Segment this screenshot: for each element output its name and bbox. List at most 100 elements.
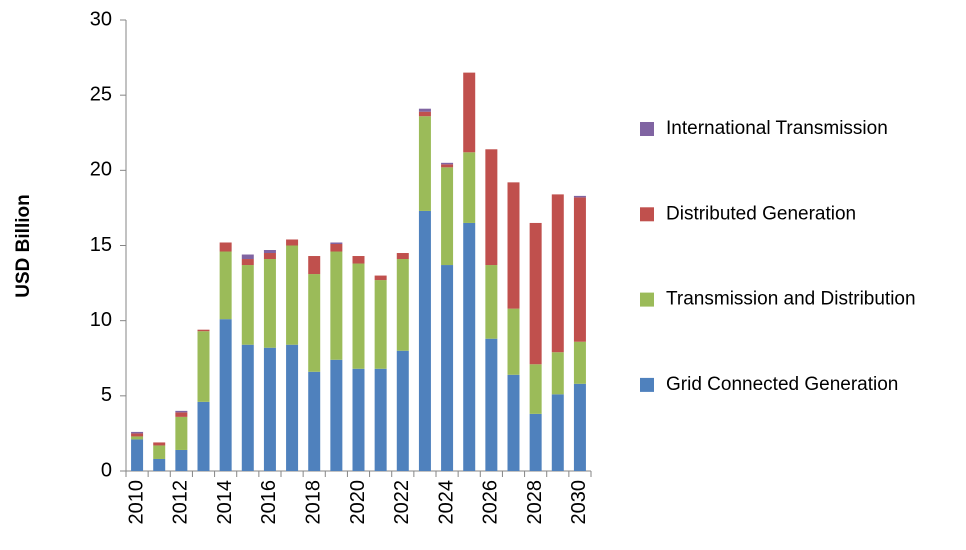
bar-segment — [263, 347, 276, 471]
bar-segment — [263, 259, 276, 348]
bar-segment — [485, 265, 498, 339]
bar-segment — [551, 352, 564, 395]
y-tick-label: 15 — [90, 234, 112, 256]
bar-segment — [418, 111, 431, 117]
bar-segment — [551, 394, 564, 471]
legend-label: International Transmission — [666, 118, 888, 139]
x-tick-label: 2012 — [170, 480, 192, 525]
bar-segment — [175, 412, 188, 417]
bar-segment — [352, 368, 365, 471]
bar-segment — [418, 210, 431, 471]
bar-segment — [241, 254, 254, 260]
bar-segment — [219, 319, 232, 471]
bar-segment — [175, 416, 188, 450]
bar-segment — [573, 341, 586, 384]
bar-segment — [374, 275, 387, 281]
bar-segment — [241, 265, 254, 345]
bar-segment — [507, 308, 520, 375]
bar-segment — [573, 197, 586, 342]
y-tick-label: 25 — [90, 83, 112, 105]
x-tick-label: 2026 — [480, 480, 502, 525]
legend-label: Distributed Generation — [666, 203, 856, 224]
x-tick-label: 2016 — [258, 480, 280, 525]
x-tick-label: 2010 — [125, 480, 147, 525]
bar-segment — [551, 194, 564, 353]
x-tick-label: 2014 — [214, 480, 236, 525]
bar-segment — [263, 253, 276, 260]
bar-segment — [131, 431, 144, 434]
bar-segment — [441, 164, 454, 168]
bar-segment — [485, 149, 498, 266]
bar-segment — [573, 195, 586, 198]
bar-segment — [529, 222, 542, 365]
bar-segment — [308, 274, 321, 372]
bar-segment — [418, 108, 431, 112]
bar-segment — [286, 344, 299, 471]
y-tick-label: 5 — [101, 384, 112, 406]
bar-segment — [352, 263, 365, 369]
bar-segment — [153, 458, 166, 471]
bar-segment — [507, 182, 520, 309]
bar-segment — [485, 338, 498, 471]
bar-segment — [308, 256, 321, 275]
legend-label: Transmission and Distribution — [666, 289, 916, 310]
bar-segment — [352, 256, 365, 264]
bar-segment — [131, 436, 144, 440]
x-tick-label: 2022 — [391, 480, 413, 525]
legend-label: Grid Connected Generation — [666, 374, 898, 395]
x-tick-label: 2018 — [302, 480, 324, 525]
bar-segment — [330, 243, 343, 252]
y-tick-label: 10 — [90, 309, 112, 331]
bar-segment — [197, 331, 210, 402]
legend-swatch — [640, 122, 654, 136]
bar-segment — [463, 72, 476, 153]
bar-segment — [507, 374, 520, 471]
x-tick-label: 2030 — [568, 480, 590, 525]
bar-segment — [529, 413, 542, 471]
bar-segment — [131, 439, 144, 471]
bar-segment — [219, 251, 232, 320]
bar-segment — [330, 251, 343, 360]
y-axis-title: USD Billion — [13, 194, 34, 297]
bar-segment — [197, 329, 210, 332]
x-tick-label: 2028 — [524, 480, 546, 525]
bar-segment — [374, 280, 387, 369]
bar-segment — [396, 259, 409, 351]
bar-segment — [418, 116, 431, 211]
bar-segment — [330, 242, 343, 244]
y-tick-label: 20 — [90, 159, 112, 181]
bar-segment — [241, 259, 254, 266]
y-tick-label: 0 — [101, 459, 112, 481]
bar-segment — [241, 344, 254, 471]
bar-segment — [573, 383, 586, 471]
bar-segment — [441, 162, 454, 165]
x-tick-label: 2024 — [435, 480, 457, 525]
bar-segment — [396, 253, 409, 260]
bar-segment — [463, 222, 476, 471]
bar-segment — [286, 239, 299, 246]
bar-segment — [131, 433, 144, 437]
legend-swatch — [640, 207, 654, 222]
bar-segment — [330, 359, 343, 471]
bar-segment — [175, 449, 188, 471]
bar-segment — [308, 371, 321, 471]
bar-segment — [463, 152, 476, 223]
bar-segment — [153, 442, 166, 446]
legend-swatch — [640, 292, 654, 307]
bar-segment — [374, 368, 387, 471]
bar-segment — [286, 245, 299, 345]
bar-segment — [219, 242, 232, 252]
bar-segment — [175, 410, 188, 413]
legend-swatch — [640, 377, 654, 392]
bar-segment — [441, 167, 454, 266]
x-tick-label: 2020 — [347, 480, 369, 525]
y-tick-label: 30 — [90, 8, 112, 30]
bar-segment — [197, 401, 210, 471]
bar-segment — [529, 364, 542, 414]
bar-segment — [263, 250, 276, 254]
bar-segment — [153, 445, 166, 459]
bar-segment — [441, 265, 454, 471]
bar-segment — [396, 350, 409, 471]
